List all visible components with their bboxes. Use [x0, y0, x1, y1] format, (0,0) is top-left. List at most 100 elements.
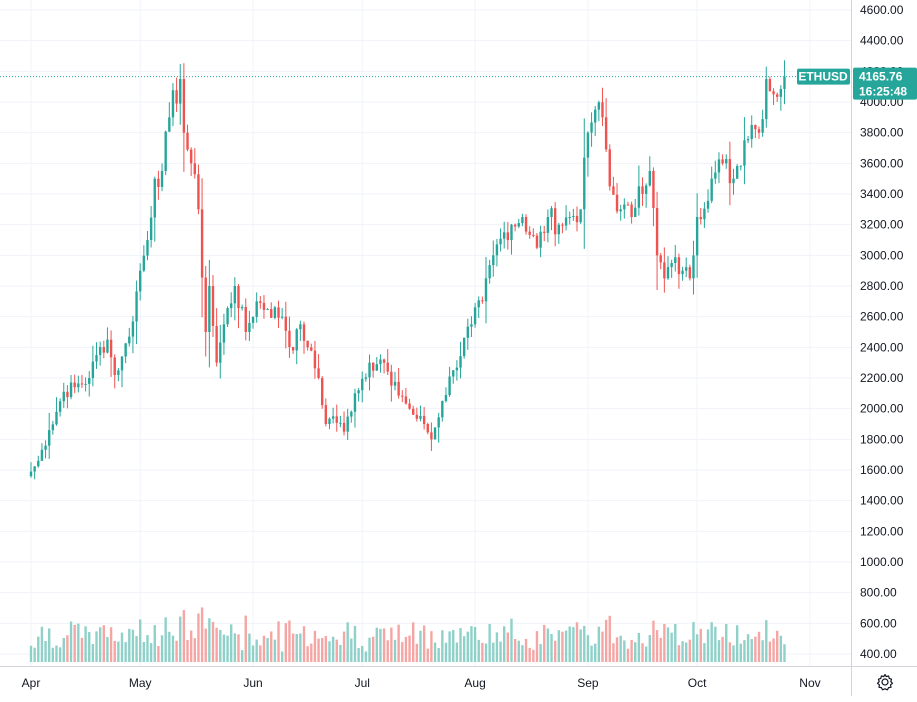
candle-body [481, 300, 484, 302]
volume-bar [364, 651, 368, 662]
candle-body [455, 367, 459, 371]
price-scale[interactable]: 4600.004400.004200.004000.003800.003600.… [851, 0, 917, 666]
volume-bar [768, 641, 772, 662]
volume-bar [310, 643, 313, 662]
volume-bar [259, 645, 262, 662]
candle-body [626, 204, 630, 206]
candle-body [149, 217, 153, 240]
last-price-label: 4165.76 [859, 70, 903, 84]
volume-bar [226, 635, 229, 662]
time-tick-label: Nov [799, 676, 820, 690]
candle-body [33, 466, 36, 472]
volume-bar [51, 647, 55, 662]
candle-body [422, 415, 426, 424]
candle-body [761, 119, 764, 133]
volume-bar [688, 639, 692, 662]
candle-body [350, 411, 353, 417]
time-scale[interactable]: Apr May Jun Jul Aug Sep Oct Nov [0, 666, 851, 696]
candle-body [240, 306, 244, 309]
volume-bar [175, 640, 178, 662]
volume-bar [717, 640, 721, 662]
volume-bar [382, 628, 386, 662]
candle-body [193, 163, 196, 175]
volume-bar [88, 632, 91, 662]
candle-body [641, 186, 644, 194]
candles [29, 60, 786, 480]
candle-body [521, 217, 524, 224]
volume-bar [313, 630, 317, 662]
volume-bar [109, 627, 113, 662]
volume-bar [277, 621, 280, 662]
time-tick-label: Aug [464, 676, 485, 690]
candle-body [66, 391, 69, 398]
candle-body [564, 217, 568, 226]
volume-bar [95, 631, 98, 662]
candle-body [757, 129, 761, 133]
candle-body [765, 79, 768, 120]
candle-body [404, 396, 408, 404]
last-price-badge [853, 67, 917, 100]
candle-body [204, 277, 207, 332]
volume-bar [37, 636, 40, 662]
candle-body [488, 265, 491, 279]
volume-bar [69, 621, 73, 662]
volume-bar [149, 643, 153, 662]
volume-bar [561, 631, 564, 662]
time-tick-label: Apr [22, 676, 41, 690]
candle-body [462, 337, 466, 357]
volume-bar [128, 628, 131, 662]
candle-body [601, 102, 604, 118]
candle-body [211, 286, 215, 326]
candle-body [44, 445, 47, 450]
candle-body [513, 224, 517, 227]
volume-bar [721, 636, 724, 662]
candle-body [655, 207, 659, 256]
chart-settings-button[interactable] [851, 666, 917, 696]
volume-bar [473, 626, 477, 662]
candle-body [568, 217, 571, 218]
chart-pane[interactable]: ETHUSD [0, 0, 851, 666]
candle-body [663, 262, 666, 279]
candle-body [535, 235, 539, 248]
grid-lines [0, 0, 851, 666]
candle-body [171, 90, 175, 118]
volume-bar [779, 635, 783, 662]
candle-body [586, 132, 590, 158]
volume-bar [444, 642, 448, 662]
candlestick-chart[interactable]: ETHUSD [0, 0, 851, 666]
volume-bar [677, 645, 681, 662]
candle-body [262, 302, 266, 310]
candle-body [40, 449, 44, 461]
candle-body [648, 171, 651, 186]
candle-body [466, 326, 469, 338]
candle-body [524, 217, 528, 232]
price-axis: 4600.004400.004200.004000.003800.003600.… [853, 3, 917, 661]
candle-body [280, 316, 284, 318]
volume-bar [200, 607, 204, 662]
candle-body [222, 324, 226, 343]
price-tick-label: 1200.00 [860, 524, 904, 538]
price-tick-label: 1400.00 [860, 494, 904, 508]
candle-body [419, 415, 422, 419]
candle-body [244, 306, 247, 332]
volume-bar [157, 646, 160, 662]
candle-body [357, 390, 360, 394]
volume-bar [510, 618, 513, 662]
candle-body [739, 165, 742, 167]
candle-body [84, 383, 87, 385]
candle-body [77, 383, 80, 388]
volume-bar [357, 647, 360, 662]
candle-body [430, 432, 433, 440]
candle-body [630, 204, 633, 217]
volume-bar [772, 638, 775, 662]
volume-bar [663, 623, 666, 662]
candle-body [517, 223, 520, 227]
candle-body [499, 238, 502, 245]
volume-bar [139, 619, 142, 662]
volume-bar [317, 638, 320, 662]
candle-body [652, 171, 655, 208]
candle-body [772, 91, 775, 95]
volume-bar [597, 626, 601, 662]
candle-body [604, 117, 608, 150]
candle-body [302, 324, 306, 341]
